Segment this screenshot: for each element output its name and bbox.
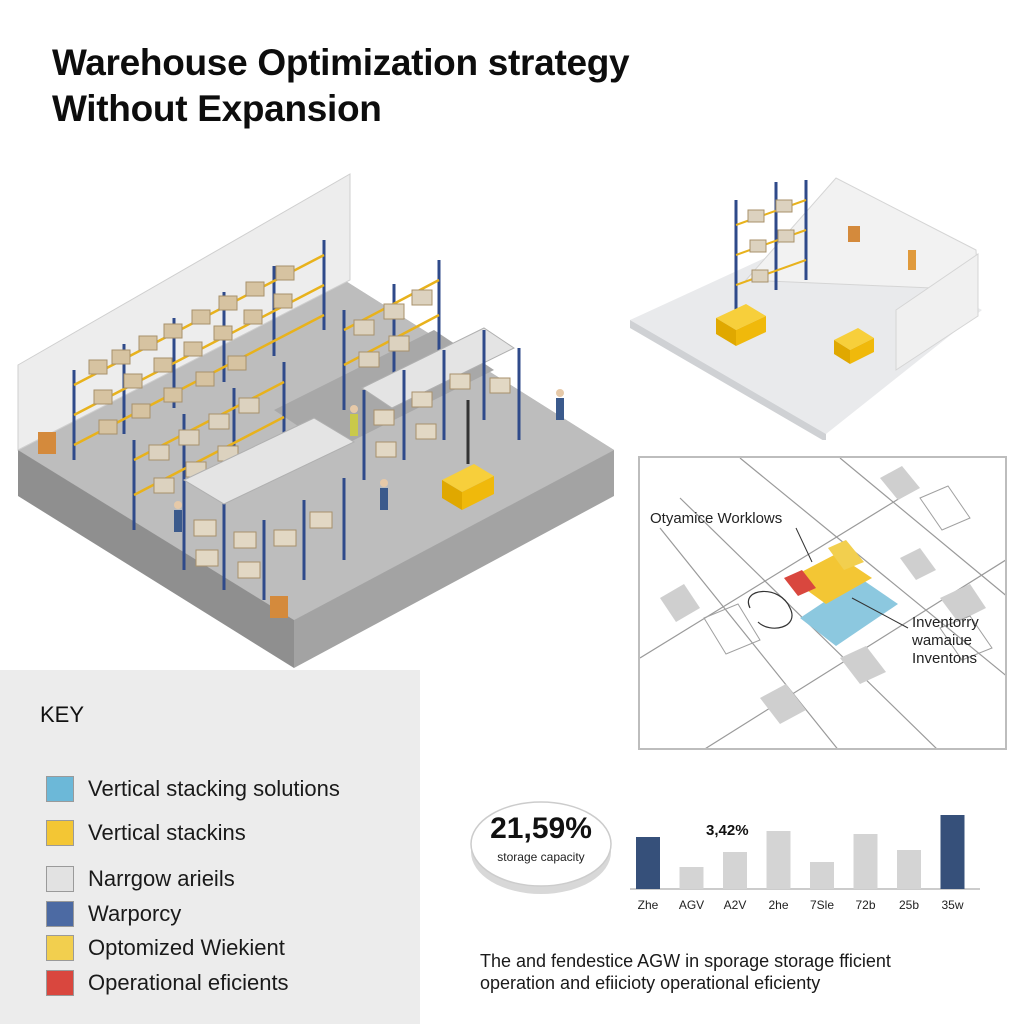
side-worker [908,250,916,270]
caption: The and fendestice AGW in sporage storag… [480,950,980,994]
rack-roof-front [182,417,356,505]
map-blocks [660,466,986,724]
bar-25b [897,850,921,889]
map-zone-cyan [800,578,898,646]
key-swatch [46,776,74,802]
bar-35w [940,815,965,889]
warehouse-back-wall [17,173,351,451]
caption-line-2: operation and efiicioty operational efic… [480,973,821,993]
boxes-front [193,511,333,579]
bar-tick-label: 7Sle [810,898,834,912]
page-title: Warehouse Optimization strategy Without … [52,40,772,132]
key-item-operational: Operational eficients [46,968,289,998]
caption-line-1: The and fendestice AGW in sporage storag… [480,951,891,971]
key-label: Warporcy [88,901,182,926]
bar-7Sle [810,862,834,889]
workflow-map [640,458,1005,748]
key-panel: KEY Vertical stacking solutions Vertical… [0,670,420,1024]
bar-tick-label: A2V [724,898,747,912]
warehouse-illustration [17,173,614,668]
agv-robot [442,400,494,510]
floor-crate-left [38,432,56,454]
side-agv-1 [716,304,766,346]
map-outline-blocks [703,485,993,661]
stat-disc [470,801,612,894]
key-item-optimized: Optomized Wiekient [46,933,285,963]
bar-72b [853,834,878,889]
bar-AGV [679,867,704,889]
bar-annotation: 3,42% [706,822,749,839]
map-label-inventory: Inventorry wamaiue Inventons [912,614,1004,668]
bar-tick-label: 25b [899,898,919,912]
bar-tick-label: 72b [855,898,875,912]
boxes-right [373,373,511,458]
map-label-inventory-2: wamaiue [912,632,973,649]
key-item-warporcy: Warporcy [46,899,181,929]
side-boxes [747,199,795,283]
map-streets [640,458,1005,748]
boxes-middle [148,289,433,494]
side-floor-edge-left [630,320,826,440]
map-label-workflows: Otyamice Worklows [650,510,783,527]
key-swatch [46,901,74,927]
boxes-back [88,265,295,435]
rack-group-right [362,330,521,480]
warehouse-floor-side-left [18,450,294,668]
key-title: KEY [40,702,85,727]
bar-A2V [723,852,747,889]
bar-Zhe [636,837,660,889]
key-swatch [46,970,74,996]
rack-group-front [182,478,346,600]
map-label-inventory-1: Inventorry [912,614,979,631]
key-swatch [46,820,74,846]
bar-chart: Zhe AGV A2V 2he 7Sle 72b 25b 35w [630,815,980,912]
map-callout-2 [851,597,909,629]
key-label: Operational eficients [88,970,289,995]
workers [174,389,564,532]
bar-2he [766,831,791,889]
stat-label: storage capacity [497,850,585,864]
side-wall-right [895,253,979,371]
key-label: Vertical stackins [88,820,246,845]
map-route [747,590,793,629]
map-label-inventory-3: Inventons [912,650,978,667]
map-zone-red [784,570,816,596]
key-item-narrow-aisles: Narrgow arieils [46,864,235,894]
key-swatch [46,866,74,892]
key-item-vertical-stackins: Vertical stackins [46,818,246,848]
title-line-2: Without Expansion [52,88,382,129]
floor-crate-front [270,596,288,618]
key-item-vertical-stacking-solutions: Vertical stacking solutions [46,774,340,804]
bar-tick-label: 35w [941,898,963,912]
workflow-map-panel: Otyamice Worklows Inventorry wamaiue Inv… [638,456,1007,750]
side-crate [848,226,860,242]
side-agv-2 [834,328,874,364]
rack-roof-right [361,327,515,409]
key-swatch [46,935,74,961]
map-zone-yellow-2 [828,540,864,570]
key-label: Optomized Wiekient [88,935,285,960]
stat-value: 21,59% [490,812,592,845]
key-label: Vertical stacking solutions [88,776,340,801]
key-label: Narrgow arieils [88,866,235,891]
bar-tick-label: Zhe [638,898,659,912]
warehouse-floor-side-right [294,450,614,668]
bar-tick-label: 2he [768,898,788,912]
map-callout-1 [795,527,813,563]
agv-illustration [630,177,982,440]
bar-tick-label: AGV [679,898,704,912]
title-line-1: Warehouse Optimization strategy [52,42,630,83]
